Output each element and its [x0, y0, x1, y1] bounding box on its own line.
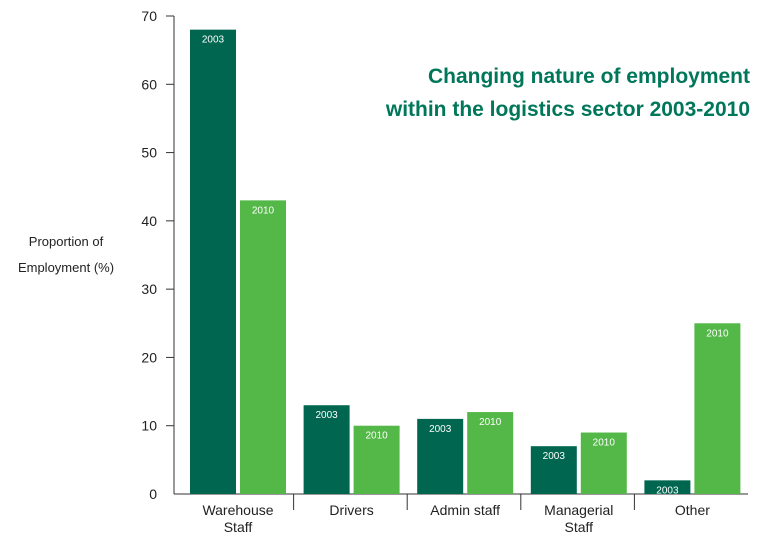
bar-series-label: 2010	[706, 328, 729, 339]
x-category-label: Admin staff	[430, 502, 500, 518]
x-category-label: Warehouse	[202, 502, 273, 518]
bar-2003	[417, 418, 464, 494]
x-category-label: Staff	[224, 519, 253, 535]
chart-title-line-1: Changing nature of employment	[428, 65, 750, 88]
bar-2003	[644, 480, 691, 494]
bar-series-label: 2010	[479, 417, 502, 428]
x-category-label: Managerial	[544, 502, 613, 518]
bar-series-label: 2003	[656, 485, 679, 496]
x-category-label: Drivers	[329, 502, 373, 518]
bar-series-label: 2003	[202, 35, 225, 46]
bar-2010	[580, 432, 627, 494]
bar-series-label: 2010	[252, 205, 275, 216]
bar-2010	[240, 200, 286, 494]
y-axis-label-line-2: Employment (%)	[18, 260, 114, 275]
bar-series-label: 2003	[315, 410, 338, 421]
x-category-label: Staff	[565, 519, 594, 535]
bar-2003	[530, 446, 577, 494]
y-tick-label: 0	[149, 486, 157, 502]
y-tick-label: 10	[141, 418, 157, 434]
y-tick-label: 20	[141, 349, 157, 365]
bar-series-label: 2010	[593, 438, 616, 449]
y-tick-label: 50	[141, 145, 157, 161]
y-tick-label: 60	[141, 76, 157, 92]
bar-series-label: 2003	[429, 424, 452, 435]
bar-2010	[467, 412, 514, 494]
bars: 2003 2003 2003 2003 2003 2010 2010 2010 2010 2010	[190, 29, 741, 496]
y-tick-label: 70	[141, 8, 157, 24]
bar-2010	[353, 425, 400, 494]
y-tick-label: 40	[141, 213, 157, 229]
x-category-label: Other	[675, 502, 710, 518]
bar-series-label: 2010	[365, 431, 388, 442]
chart-title: Changing nature of employment within the…	[385, 65, 750, 121]
bar-2010	[694, 323, 741, 494]
y-axis-label: Proportion of Employment (%)	[18, 234, 114, 275]
bar-2003	[190, 29, 236, 495]
bar-series-label: 2003	[543, 451, 566, 462]
chart-title-line-2: within the logistics sector 2003-2010	[385, 98, 750, 121]
bar-2003	[303, 405, 350, 494]
y-tick-label: 30	[141, 281, 157, 297]
y-axis-label-line-1: Proportion of	[29, 234, 104, 249]
